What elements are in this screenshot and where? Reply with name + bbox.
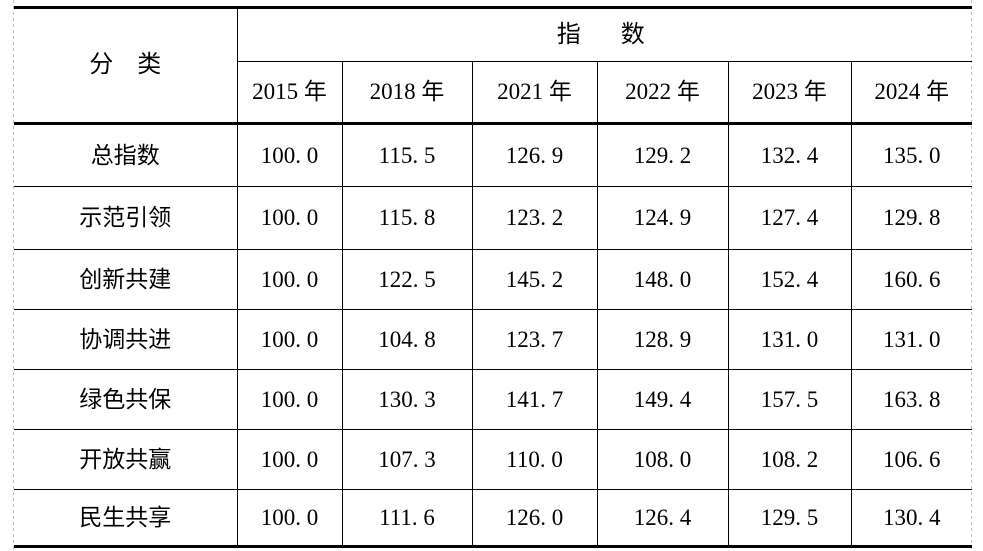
header-category: 分 类	[14, 7, 238, 125]
value-cell: 110. 0	[471, 429, 598, 490]
value-cell: 129. 8	[850, 186, 973, 250]
table-header-row-2: 2015 年 2018 年 2021 年 2022 年 2023 年 2024 …	[14, 61, 973, 125]
value-cell: 130. 3	[341, 369, 473, 430]
value-cell: 126. 0	[471, 489, 598, 547]
value-cell: 148. 0	[596, 249, 729, 310]
row-label-cell: 创新共建	[14, 249, 238, 310]
value-cell: 107. 3	[341, 429, 473, 490]
value-cell: 157. 5	[727, 369, 852, 430]
row-label-cell: 开放共赢	[14, 429, 238, 490]
value-cell: 131. 0	[727, 309, 852, 370]
table-row: 创新共建 100. 0 122. 5 145. 2 148. 0 152. 4 …	[14, 249, 973, 310]
value-cell: 100. 0	[236, 369, 343, 430]
header-year-2018: 2018 年	[341, 61, 473, 125]
value-cell: 149. 4	[596, 369, 729, 430]
header-year-2024: 2024 年	[850, 61, 973, 125]
row-label-cell: 民生共享	[14, 489, 238, 547]
value-cell: 145. 2	[471, 249, 598, 310]
table-row: 协调共进 100. 0 104. 8 123. 7 128. 9 131. 0 …	[14, 309, 973, 370]
value-cell: 100. 0	[236, 309, 343, 370]
value-cell: 141. 7	[471, 369, 598, 430]
value-cell: 122. 5	[341, 249, 473, 310]
value-cell: 123. 7	[471, 309, 598, 370]
value-cell: 163. 8	[850, 369, 973, 430]
header-year-2015: 2015 年	[237, 61, 343, 125]
row-label-cell: 总指数	[14, 123, 238, 187]
value-cell: 126. 9	[471, 123, 598, 187]
value-cell: 100. 0	[236, 489, 343, 547]
table-row: 总指数 100. 0 115. 5 126. 9 129. 2 132. 4 1…	[14, 123, 973, 187]
value-cell: 115. 5	[341, 123, 473, 187]
header-year-2023: 2023 年	[727, 61, 852, 125]
table-row: 绿色共保 100. 0 130. 3 141. 7 149. 4 157. 5 …	[14, 369, 973, 430]
value-cell: 129. 2	[596, 123, 729, 187]
value-cell: 126. 4	[596, 489, 729, 547]
value-cell: 160. 6	[850, 249, 973, 310]
value-cell: 132. 4	[727, 123, 852, 187]
table-row: 开放共赢 100. 0 107. 3 110. 0 108. 0 108. 2 …	[14, 429, 973, 490]
value-cell: 100. 0	[236, 249, 343, 310]
header-year-2022: 2022 年	[596, 61, 729, 125]
value-cell: 100. 0	[236, 123, 343, 187]
value-cell: 111. 6	[341, 489, 473, 547]
text-boundary-left	[13, 0, 14, 551]
value-cell: 108. 0	[596, 429, 729, 490]
index-table: 分 类 指 数 2015 年 2018 年 2021 年 2022 年 2023…	[14, 6, 973, 548]
value-cell: 100. 0	[236, 186, 343, 250]
row-label-cell: 示范引领	[14, 186, 238, 250]
row-label-cell: 绿色共保	[14, 369, 238, 430]
value-cell: 135. 0	[850, 123, 973, 187]
value-cell: 129. 5	[727, 489, 852, 547]
value-cell: 124. 9	[596, 186, 729, 250]
table-row: 示范引领 100. 0 115. 8 123. 2 124. 9 127. 4 …	[14, 186, 973, 250]
value-cell: 128. 9	[596, 309, 729, 370]
value-cell: 123. 2	[471, 186, 598, 250]
value-cell: 127. 4	[727, 186, 852, 250]
value-cell: 152. 4	[727, 249, 852, 310]
value-cell: 100. 0	[236, 429, 343, 490]
table-row: 民生共享 100. 0 111. 6 126. 0 126. 4 129. 5 …	[14, 489, 973, 547]
row-label-cell: 协调共进	[14, 309, 238, 370]
value-cell: 115. 8	[341, 186, 473, 250]
value-cell: 131. 0	[850, 309, 973, 370]
value-cell: 104. 8	[341, 309, 473, 370]
value-cell: 106. 6	[850, 429, 973, 490]
table-header-row-1: 分 类 指 数	[14, 7, 973, 125]
header-index: 指 数	[236, 7, 973, 62]
header-year-2021: 2021 年	[471, 61, 598, 125]
value-cell: 108. 2	[727, 429, 852, 490]
value-cell: 130. 4	[850, 489, 973, 547]
